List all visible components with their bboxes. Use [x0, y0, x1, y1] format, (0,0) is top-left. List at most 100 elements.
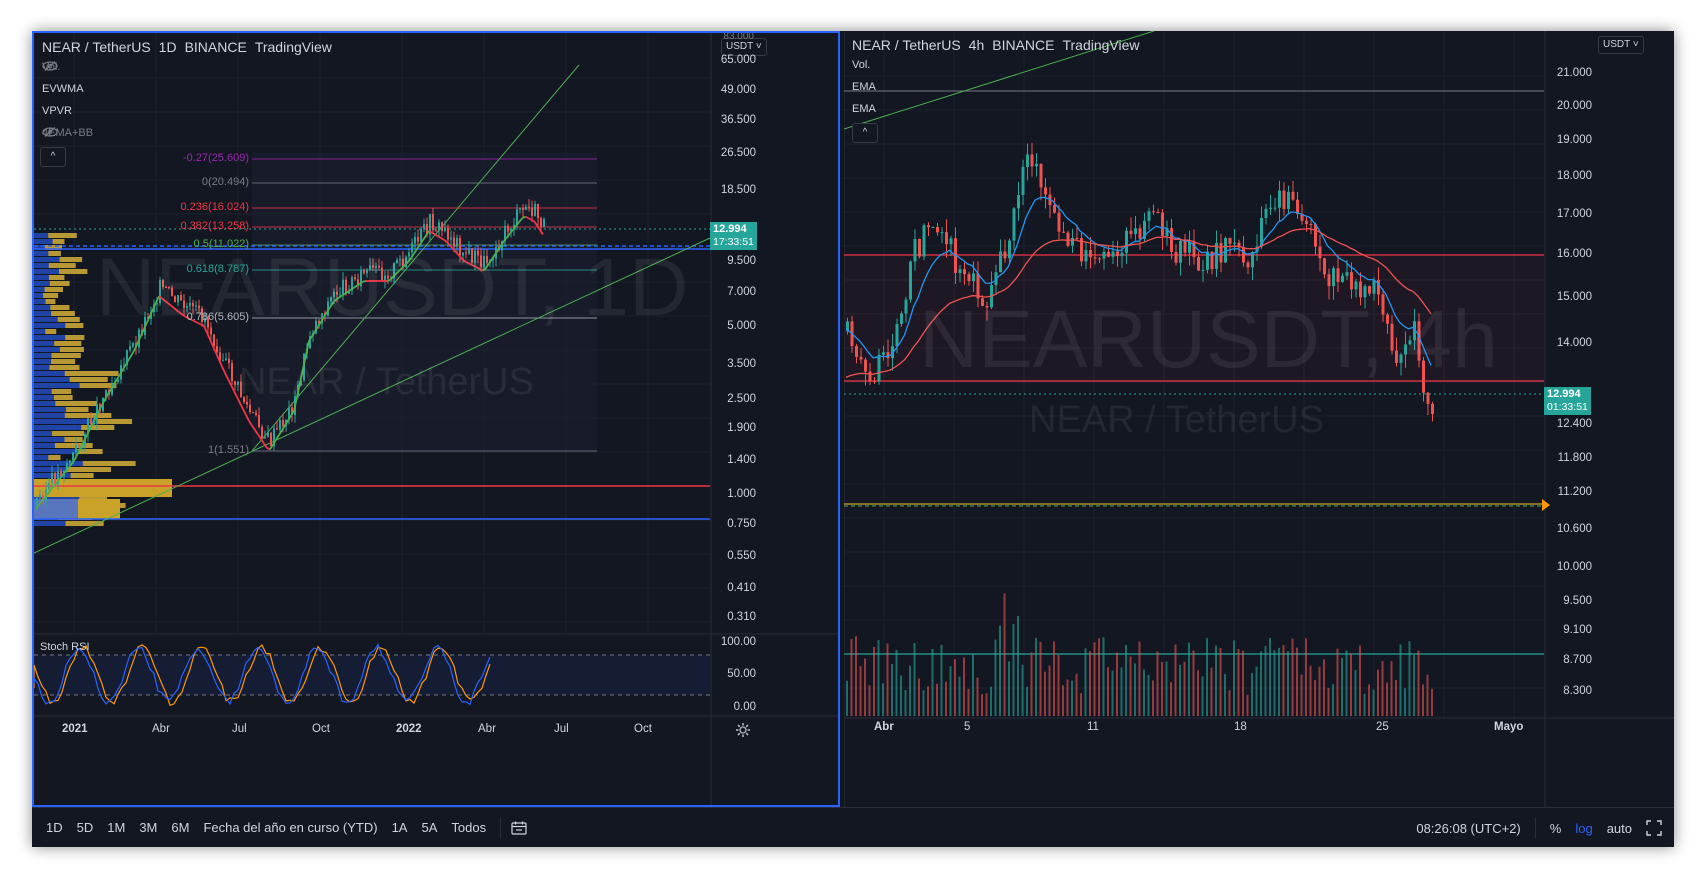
gear-icon[interactable] — [735, 722, 751, 738]
range-todos[interactable]: Todos — [451, 820, 487, 835]
right-legend-symbol[interactable]: NEAR / TetherUS — [852, 37, 961, 53]
evwma-line — [467, 262, 472, 266]
candle-body — [159, 279, 161, 304]
evwma-line — [536, 225, 541, 231]
candle-body — [1399, 354, 1403, 363]
evwma-line — [335, 296, 340, 301]
volume-bar — [1381, 661, 1384, 716]
evwma-line — [407, 257, 412, 263]
evwma-line — [215, 352, 220, 361]
candle-body — [1426, 392, 1430, 404]
log-scale-button[interactable]: log — [1575, 820, 1593, 836]
indicator-ema[interactable]: EMA — [852, 103, 876, 115]
candle-body — [976, 273, 980, 299]
range-1m[interactable]: 1M — [107, 820, 126, 835]
evwma-line — [494, 249, 499, 255]
indicator-evwma[interactable]: EVWMA — [42, 83, 84, 95]
left-legend-interval[interactable]: 1D — [158, 39, 177, 55]
left-chart-canvas[interactable] — [34, 33, 838, 805]
volume-profile-bar — [64, 371, 119, 376]
evwma-line — [524, 215, 529, 219]
candle-body — [339, 294, 341, 296]
volume-bar — [1323, 659, 1325, 716]
left-currency-button[interactable]: USDT ˅ — [721, 38, 767, 56]
candle-body — [411, 243, 413, 253]
eye-hidden-icon[interactable] — [42, 127, 58, 137]
evwma-line — [62, 470, 67, 476]
collapse-legend-button[interactable]: ^ — [852, 123, 878, 143]
candle-body — [1404, 344, 1407, 355]
volume-bar — [1422, 684, 1424, 716]
candle-body — [1102, 251, 1106, 259]
candle-body — [1192, 241, 1196, 258]
candle-body — [1359, 281, 1362, 298]
eye-hidden-icon[interactable] — [42, 61, 58, 71]
right-chart-canvas[interactable] — [844, 31, 1674, 807]
auto-scale-button[interactable]: auto — [1606, 820, 1632, 836]
clock-time[interactable]: 08:26:08 (UTC+2) — [1416, 820, 1521, 836]
candle-body — [1075, 238, 1079, 240]
evwma-line — [146, 315, 151, 323]
volume-bar — [1120, 667, 1123, 716]
indicator-vpvr[interactable]: VPVR — [42, 105, 72, 117]
candle-body — [267, 432, 269, 438]
right-currency-button[interactable]: USDT ˅ — [1598, 36, 1644, 54]
candle-body — [318, 320, 320, 324]
candle-body — [480, 255, 482, 267]
indicator-ema[interactable]: EMA — [852, 81, 876, 93]
ema-fast-line — [845, 196, 1432, 366]
left-chart-pane[interactable]: NEARUSDT, 1D NEAR / TetherUS NEAR / Teth… — [32, 31, 840, 807]
candle-body — [1021, 166, 1025, 196]
range-5d[interactable]: 5D — [76, 820, 94, 835]
right-chart-pane[interactable]: NEARUSDT, 4h NEAR / TetherUS NEAR / Teth… — [844, 31, 1674, 807]
collapse-legend-button[interactable]: ^ — [40, 147, 66, 167]
candle-body — [93, 422, 95, 425]
range-5a[interactable]: 5A — [421, 820, 438, 835]
volume-profile-bar — [34, 329, 57, 334]
candle-body — [1422, 360, 1425, 393]
candle-body — [1053, 205, 1056, 213]
candle-body — [165, 287, 167, 289]
calendar-range-icon[interactable] — [511, 821, 527, 835]
evwma-line — [299, 368, 304, 384]
candle-body — [477, 250, 479, 256]
candle-body — [1278, 190, 1281, 208]
volume-bar — [1273, 650, 1276, 716]
volume-bar — [909, 665, 911, 716]
right-legend-interval[interactable]: 4h — [968, 37, 985, 53]
range-3m[interactable]: 3M — [139, 820, 158, 835]
stoch-rsi-label[interactable]: Stoch RSI — [40, 641, 90, 653]
evwma-line — [254, 429, 259, 435]
price-axis-label: 15.000 — [1556, 291, 1592, 303]
evwma-line — [419, 239, 424, 245]
candle-body — [1431, 403, 1434, 415]
percent-scale-button[interactable]: % — [1549, 820, 1562, 836]
evwma-line — [248, 420, 253, 426]
volume-bar — [1111, 670, 1114, 716]
price-axis-label: 5.000 — [727, 320, 756, 332]
candle-body — [207, 318, 209, 328]
candle-body — [534, 204, 536, 216]
range-ytd[interactable]: Fecha del año en curso (YTD) — [203, 820, 378, 835]
price-axis-label: 1.400 — [727, 454, 756, 466]
volume-bar — [949, 666, 952, 716]
candle-body — [1152, 211, 1155, 213]
range-6m[interactable]: 6M — [171, 820, 190, 835]
evwma-line — [260, 438, 265, 444]
indicator-volume[interactable]: Vol. — [42, 61, 60, 73]
volume-bar — [967, 688, 970, 716]
volume-bar — [1390, 661, 1393, 716]
candle-body — [1111, 251, 1115, 257]
indicator-volume[interactable]: Vol. — [852, 59, 870, 71]
evwma-line — [314, 326, 319, 332]
indicator-4ema-bb[interactable]: 4EMA+BB — [42, 127, 93, 139]
left-legend-symbol[interactable]: NEAR / TetherUS — [42, 39, 151, 55]
range-1d[interactable]: 1D — [46, 820, 63, 835]
evwma-line — [86, 428, 91, 436]
candle-body — [243, 396, 245, 402]
volume-bar — [1395, 680, 1397, 716]
range-1a[interactable]: 1A — [391, 820, 408, 835]
candle-body — [423, 223, 425, 229]
volume-bar — [1188, 642, 1190, 716]
fullscreen-icon[interactable] — [1646, 820, 1662, 836]
